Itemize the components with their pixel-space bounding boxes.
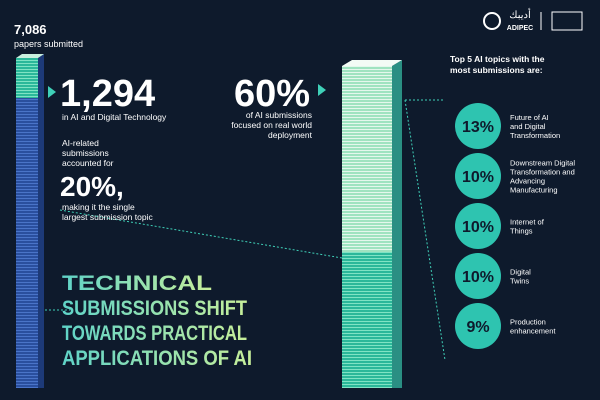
topic-label: Internet of [510, 218, 545, 227]
total-label: papers submitted [14, 39, 83, 49]
topic-value: 13% [462, 119, 494, 136]
arrow [48, 86, 56, 98]
topic-label: enhancement [510, 327, 556, 336]
left-column [16, 54, 44, 388]
logo-icon [551, 11, 583, 31]
topics-heading: Top 5 AI topics with the [450, 54, 545, 64]
topic-label: Transformation [510, 131, 560, 140]
logo-arabic: أديبك [509, 8, 531, 21]
topic-label: Manufacturing [510, 186, 558, 195]
share-intro: AI-related [62, 138, 99, 148]
topic-value: 10% [462, 219, 494, 236]
deploy-label: of AI submissions [246, 110, 312, 120]
title-line: APPLICATIONS OF AI [62, 347, 252, 370]
share-outro: making it the single [62, 202, 135, 212]
topic-label: Digital [510, 268, 531, 277]
deploy-value: 60% [234, 73, 310, 115]
total: 7,086 [14, 22, 47, 37]
logo-icon [483, 12, 501, 30]
topic-value: 10% [462, 169, 494, 186]
topic-label: Transformation and [510, 168, 575, 177]
topic-label: Twins [510, 277, 529, 286]
topic-label: Production [510, 318, 546, 327]
topic-circle [455, 153, 501, 199]
topic-circle [455, 303, 501, 349]
title-line: TECHNICAL [62, 272, 212, 295]
topics-heading: most submissions are: [450, 65, 543, 75]
share-outro: largest submission topic [62, 212, 153, 222]
topic-label: Things [510, 227, 533, 236]
share-intro: submissions [62, 148, 109, 158]
topic-label: and Digital [510, 122, 546, 131]
topic-label: Future of AI [510, 113, 549, 122]
middle-column [342, 60, 402, 388]
title-line: TOWARDS PRACTICAL [62, 322, 247, 345]
topic-value: 10% [462, 269, 494, 286]
share-intro: accounted for [62, 158, 114, 168]
deploy-label: deployment [268, 130, 313, 140]
topic-circle [455, 203, 501, 249]
topic-label: Advancing [510, 177, 545, 186]
logo: ADIPEC [507, 25, 533, 32]
deploy-label: focused on real world [231, 120, 312, 130]
title-line: SUBMISSIONS SHIFT [62, 297, 247, 320]
topic-value: 9% [466, 319, 489, 336]
topic-label: Downstream Digital [510, 159, 575, 168]
topic-circle [455, 103, 501, 149]
arrow [318, 84, 326, 96]
ai-stat-label: in AI and Digital Technology [62, 112, 167, 122]
ai-stat-value: 1,294 [60, 73, 155, 115]
topic-circle [455, 253, 501, 299]
share-value: 20%, [60, 171, 124, 202]
